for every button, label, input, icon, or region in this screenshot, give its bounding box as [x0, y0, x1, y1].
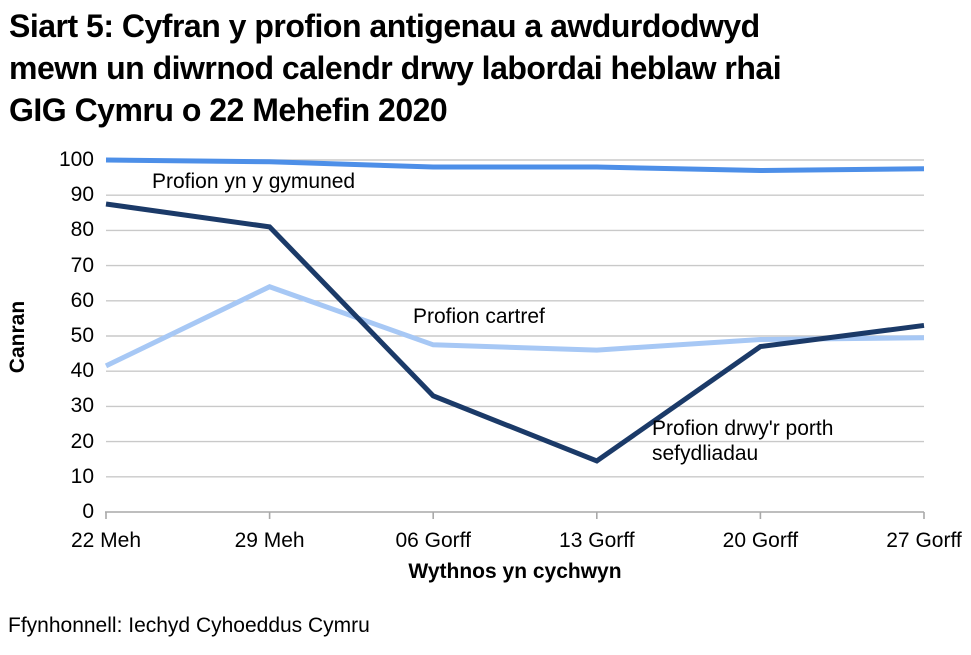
x-tick-label: 27 Gorff — [886, 529, 962, 552]
x-axis-title: Wythnos yn cychwyn — [408, 560, 622, 583]
y-tick-label: 20 — [70, 429, 94, 453]
series-line-1 — [104, 284, 925, 369]
y-tick-label: 100 — [58, 148, 94, 171]
y-tick-label: 80 — [70, 218, 94, 242]
series-label-porth: Profion drwy'r porth sefydliadau — [652, 417, 834, 465]
x-tick-label: 13 Gorff — [559, 529, 635, 552]
x-tick-label: 20 Gorff — [722, 529, 799, 552]
x-tick-label: 29 Meh — [234, 529, 305, 552]
chart-title-line-1: Siart 5: Cyfran y profion antigenau a aw… — [9, 8, 760, 44]
x-tick-label: 22 Meh — [70, 529, 142, 552]
y-tick-label: 70 — [70, 253, 94, 277]
y-tick-label: 60 — [70, 288, 94, 312]
chart-title: Siart 5: Cyfran y profion antigenau a aw… — [9, 5, 959, 131]
series-line-0 — [105, 157, 925, 174]
x-tick-label: 06 Gorff — [395, 529, 471, 552]
series-label-gymuned: Profion yn y gymuned — [152, 170, 356, 193]
chart-title-line-3: GIG Cymru o 22 Mehefin 2020 — [9, 92, 448, 128]
series-line-2 — [105, 201, 925, 464]
y-tick-label: 50 — [70, 324, 94, 347]
chart-title-line-2: mewn un diwrnod calendr drwy labordai he… — [9, 50, 782, 86]
y-tick-label: 30 — [70, 394, 94, 418]
series-label-cartref: Profion cartref — [413, 305, 545, 328]
y-tick-label: 90 — [70, 183, 94, 207]
y-tick-label: 40 — [70, 359, 94, 383]
y-tick-label: 0 — [82, 500, 94, 523]
source-note: Ffynhonnell: Iechyd Cyhoeddus Cymru — [8, 614, 370, 637]
y-tick-label: 10 — [70, 464, 94, 488]
